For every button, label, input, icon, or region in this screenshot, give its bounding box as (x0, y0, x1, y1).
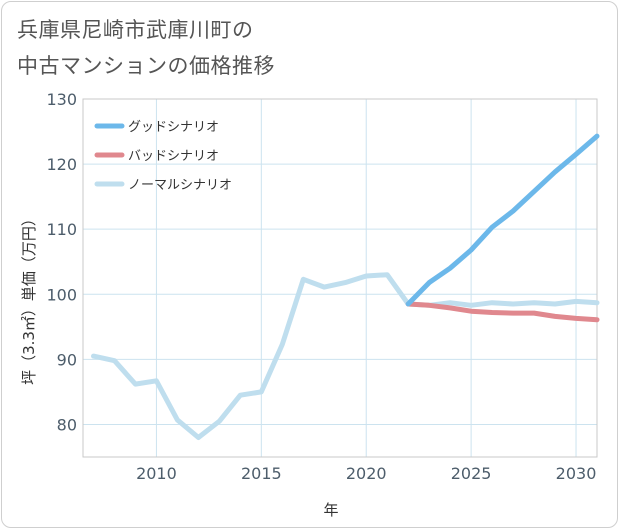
grid-lines (83, 98, 597, 457)
plot-area-border (82, 98, 598, 458)
series-line-2 (91, 272, 600, 440)
legend-label-0: グッドシナリオ (128, 120, 219, 135)
x-tick-label: 2015 (241, 464, 282, 483)
x-tick-label: 2030 (556, 464, 597, 483)
chart-title-line-2: 中古マンションの価格推移 (17, 54, 275, 78)
y-tick-label: 80 (57, 415, 77, 434)
chart-title: 兵庫県尼崎市武庫川町の 中古マンションの価格推移 (17, 12, 275, 84)
series-line-0 (405, 133, 600, 307)
x-axis-ticks: 2010 2015 2020 2025 2030 (136, 464, 596, 483)
y-tick-label: 100 (46, 285, 77, 304)
series-lines (91, 133, 600, 440)
y-tick-label: 130 (46, 90, 77, 109)
legend-label-2: ノーマルシナリオ (128, 178, 232, 193)
chart-title-line-1: 兵庫県尼崎市武庫川町の (17, 18, 254, 42)
x-tick-label: 2025 (451, 464, 492, 483)
y-axis-ticks: 80 90 100 110 120 130 (46, 90, 77, 434)
y-tick-label: 90 (57, 350, 77, 369)
x-axis-label: 年 (323, 501, 338, 519)
x-tick-label: 2020 (346, 464, 387, 483)
y-tick-label: 120 (46, 155, 77, 174)
y-tick-label: 110 (46, 220, 77, 239)
x-tick-label: 2010 (136, 464, 177, 483)
legend-label-1: バッドシナリオ (128, 149, 219, 164)
y-axis-label: 坪（3.3㎡）単価（万円） (20, 211, 38, 385)
series-line-1 (405, 301, 600, 323)
